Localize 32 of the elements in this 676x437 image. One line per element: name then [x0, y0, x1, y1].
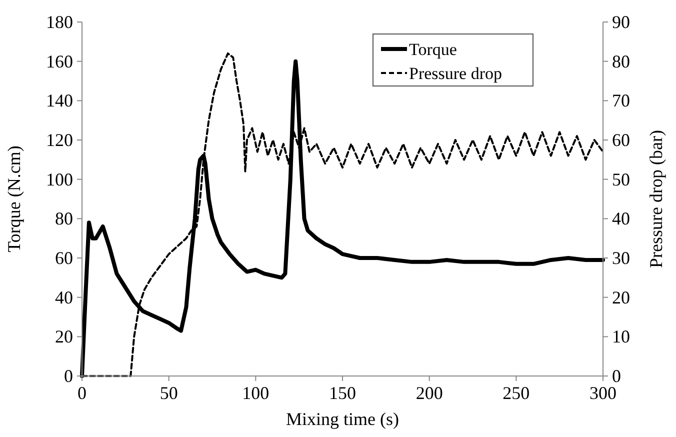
x-tick-label: 150: [329, 383, 356, 403]
y2-tick-label: 20: [612, 287, 630, 308]
y2-tick-label: 10: [612, 326, 630, 347]
y-tick-label: 160: [46, 51, 73, 72]
y2-axis-title: Pressure drop (bar): [646, 130, 666, 268]
y-tick-label: 20: [55, 326, 73, 347]
y-tick-label: 40: [55, 287, 73, 308]
y-tick-label: 60: [55, 248, 73, 268]
y2-tick-label: 70: [612, 90, 630, 111]
y-tick-label: 180: [46, 12, 73, 32]
x-tick-label: 50: [160, 383, 178, 403]
legend-label: Torque: [409, 40, 457, 59]
x-tick-label: 0: [78, 383, 86, 403]
y-tick-label: 80: [55, 208, 73, 229]
y2-tick-label: 30: [612, 248, 630, 268]
y2-tick-label: 60: [612, 130, 630, 150]
x-axis-title: Mixing time (s): [286, 409, 399, 429]
y-tick-label: 140: [46, 90, 73, 111]
y2-tick-label: 80: [612, 51, 630, 72]
y2-tick-label: 0: [612, 366, 621, 386]
x-tick-label: 200: [416, 383, 443, 403]
x-tick-label: 300: [590, 383, 616, 403]
y-axis-title: Torque (N.cm): [4, 146, 24, 252]
x-tick-label: 250: [502, 383, 530, 403]
y-tick-label: 0: [64, 366, 73, 386]
y-tick-label: 120: [46, 130, 73, 150]
y2-tick-label: 40: [612, 208, 630, 229]
y2-tick-label: 90: [612, 12, 630, 32]
x-tick-label: 100: [242, 383, 270, 403]
y-tick-label: 100: [46, 169, 73, 190]
y2-tick-label: 50: [612, 169, 630, 190]
legend-label: Pressure drop: [409, 64, 502, 83]
